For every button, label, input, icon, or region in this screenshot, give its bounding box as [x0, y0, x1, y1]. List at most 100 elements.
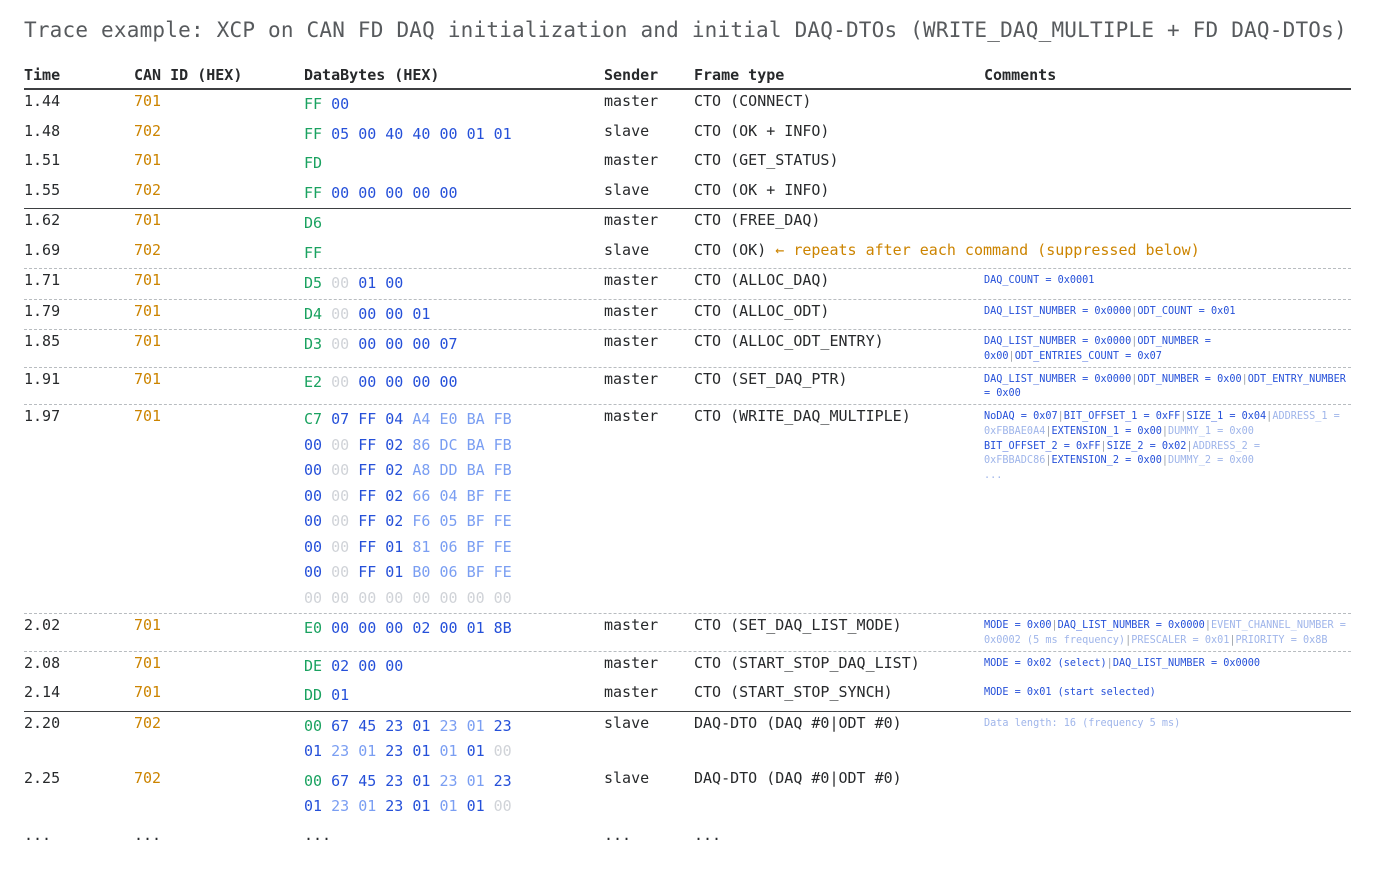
table-header: TimeCAN ID (HEX)DataBytes (HEX)SenderFra…	[24, 66, 1351, 90]
byte: 07	[331, 410, 349, 428]
byte: 00	[331, 274, 349, 292]
byte: 00	[331, 487, 349, 505]
byte: 00	[304, 717, 322, 735]
byte: 00	[494, 589, 512, 607]
byte: 00	[439, 589, 457, 607]
cell-sender: master	[604, 370, 694, 388]
table-row: 1.55702FF 00 00 00 00 00slaveCTO (OK + I…	[24, 179, 1351, 210]
cell-sender: slave	[604, 241, 694, 259]
cell-databytes: C7 07 FF 04 A4 E0 BA FB00 00 FF 02 86 DC…	[304, 407, 604, 611]
table-row: 1.69702FFslaveCTO (OK) ← repeats after e…	[24, 239, 1351, 270]
byte: 00	[331, 589, 349, 607]
cell-sender: slave	[604, 769, 694, 787]
byte: 07	[439, 335, 457, 353]
byte: 00	[331, 619, 349, 637]
byte: 01	[412, 305, 430, 323]
cell-time: 1.97	[24, 407, 134, 425]
table-row: 2.2070200 67 45 23 01 23 01 2301 23 01 2…	[24, 712, 1351, 767]
byte: 23	[439, 717, 457, 735]
byte: 02	[385, 461, 403, 479]
col-header: Frame type	[694, 66, 984, 84]
cell-comment	[984, 211, 1351, 214]
table-row: 1.97701C7 07 FF 04 A4 E0 BA FB00 00 FF 0…	[24, 405, 1351, 614]
byte: FD	[304, 154, 322, 172]
byte: 01	[385, 563, 403, 581]
cell-canid: 702	[134, 241, 304, 259]
byte: 00	[304, 436, 322, 454]
cell-frametype: CTO (WRITE_DAQ_MULTIPLE)	[694, 407, 984, 425]
trace-table: TimeCAN ID (HEX)DataBytes (HEX)SenderFra…	[24, 66, 1351, 846]
cell-databytes: D6	[304, 211, 604, 237]
cell-databytes: D5 00 01 00	[304, 271, 604, 297]
cell-frametype: CTO (START_STOP_DAQ_LIST)	[694, 654, 984, 672]
table-row: 2.14701DD 01masterCTO (START_STOP_SYNCH)…	[24, 681, 1351, 712]
byte: 00	[385, 335, 403, 353]
ellipsis-row: ...............	[24, 822, 1351, 846]
cell-databytes: FF 00 00 00 00 00	[304, 181, 604, 207]
cell-frametype: CTO (ALLOC_ODT)	[694, 302, 984, 320]
byte: 66	[412, 487, 430, 505]
byte: 00	[304, 538, 322, 556]
byte: FE	[494, 563, 512, 581]
byte: 23	[494, 772, 512, 790]
byte: 00	[331, 512, 349, 530]
byte: A8	[412, 461, 430, 479]
page-title: Trace example: XCP on CAN FD DAQ initial…	[24, 18, 1351, 42]
byte: BA	[467, 461, 485, 479]
byte: 01	[385, 538, 403, 556]
cell-comment: DAQ_LIST_NUMBER = 0x0000|ODT_NUMBER = 0x…	[984, 332, 1351, 365]
cell-canid: 701	[134, 271, 304, 289]
byte: 00	[331, 461, 349, 479]
cell-time: 1.79	[24, 302, 134, 320]
col-header: DataBytes (HEX)	[304, 66, 604, 84]
cell-sender: master	[604, 211, 694, 229]
cell-canid: 702	[134, 714, 304, 732]
byte: DC	[439, 436, 457, 454]
byte: BF	[467, 563, 485, 581]
byte: 00	[304, 589, 322, 607]
byte: 01	[467, 619, 485, 637]
cell-time: 2.02	[24, 616, 134, 634]
cell-comment: DAQ_LIST_NUMBER = 0x0000|ODT_NUMBER = 0x…	[984, 370, 1351, 403]
byte: FF	[358, 538, 376, 556]
cell-databytes: FF 05 00 40 40 00 01 01	[304, 122, 604, 148]
cell-time: 1.55	[24, 181, 134, 199]
byte: 23	[494, 717, 512, 735]
byte: 23	[439, 772, 457, 790]
cell-sender: slave	[604, 181, 694, 199]
cell-databytes: 00 67 45 23 01 23 01 2301 23 01 23 01 01…	[304, 769, 604, 820]
cell-frametype: CTO (FREE_DAQ)	[694, 211, 984, 229]
byte: 01	[358, 742, 376, 760]
cell-sender: master	[604, 92, 694, 110]
cell-sender: master	[604, 683, 694, 701]
byte: 00	[331, 305, 349, 323]
byte: 00	[439, 619, 457, 637]
byte: 8B	[494, 619, 512, 637]
byte: 01	[358, 274, 376, 292]
byte: 00	[439, 184, 457, 202]
byte: 40	[385, 125, 403, 143]
byte: 00	[412, 589, 430, 607]
cell-comment	[984, 151, 1351, 154]
byte: 00	[358, 657, 376, 675]
cell-comment: MODE = 0x01 (start selected)	[984, 683, 1351, 701]
byte: 01	[331, 686, 349, 704]
byte: E0	[439, 410, 457, 428]
cell-comment: MODE = 0x00|DAQ_LIST_NUMBER = 0x0000|EVE…	[984, 616, 1351, 649]
byte: BA	[467, 436, 485, 454]
cell-time: 2.14	[24, 683, 134, 701]
byte: 01	[494, 125, 512, 143]
cell-time: 1.44	[24, 92, 134, 110]
byte: 00	[358, 305, 376, 323]
byte: BF	[467, 487, 485, 505]
byte: 00	[439, 373, 457, 391]
byte: 00	[331, 95, 349, 113]
byte: 00	[385, 657, 403, 675]
byte: 00	[304, 461, 322, 479]
col-header: Comments	[984, 66, 1351, 84]
byte: FF	[358, 563, 376, 581]
byte: 00	[358, 373, 376, 391]
byte: 01	[304, 742, 322, 760]
byte: 00	[385, 184, 403, 202]
cell-time: 2.20	[24, 714, 134, 732]
